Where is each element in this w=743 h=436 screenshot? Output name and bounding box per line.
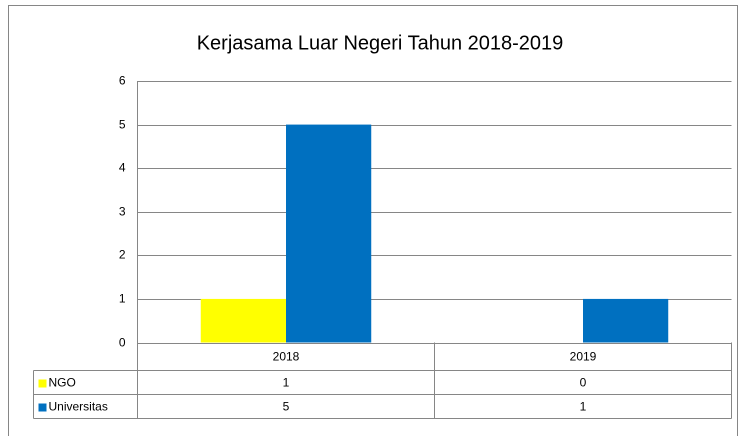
x-tick-label: 2019 <box>570 350 597 364</box>
x-tick-label: 2018 <box>273 350 300 364</box>
bar <box>200 298 286 343</box>
legend-label: NGO <box>49 376 76 390</box>
y-tick-label: 0 <box>119 336 126 350</box>
y-tick-label: 1 <box>119 292 126 306</box>
table-value: 1 <box>283 376 290 390</box>
table-value: 0 <box>580 376 587 390</box>
y-tick-label: 5 <box>119 118 126 132</box>
legend-swatch <box>38 379 47 388</box>
chart-frame <box>8 5 738 436</box>
y-tick-label: 6 <box>119 74 126 88</box>
legend-label: Universitas <box>49 400 108 414</box>
bar <box>286 124 372 343</box>
bar <box>583 298 669 343</box>
legend-swatch <box>38 403 47 412</box>
y-tick-label: 2 <box>119 248 126 262</box>
table-value: 5 <box>283 400 290 414</box>
y-tick-label: 3 <box>119 205 126 219</box>
table-value: 1 <box>580 400 587 414</box>
y-tick-label: 4 <box>119 161 126 175</box>
chart-title: Kerjasama Luar Negeri Tahun 2018-2019 <box>197 32 564 54</box>
